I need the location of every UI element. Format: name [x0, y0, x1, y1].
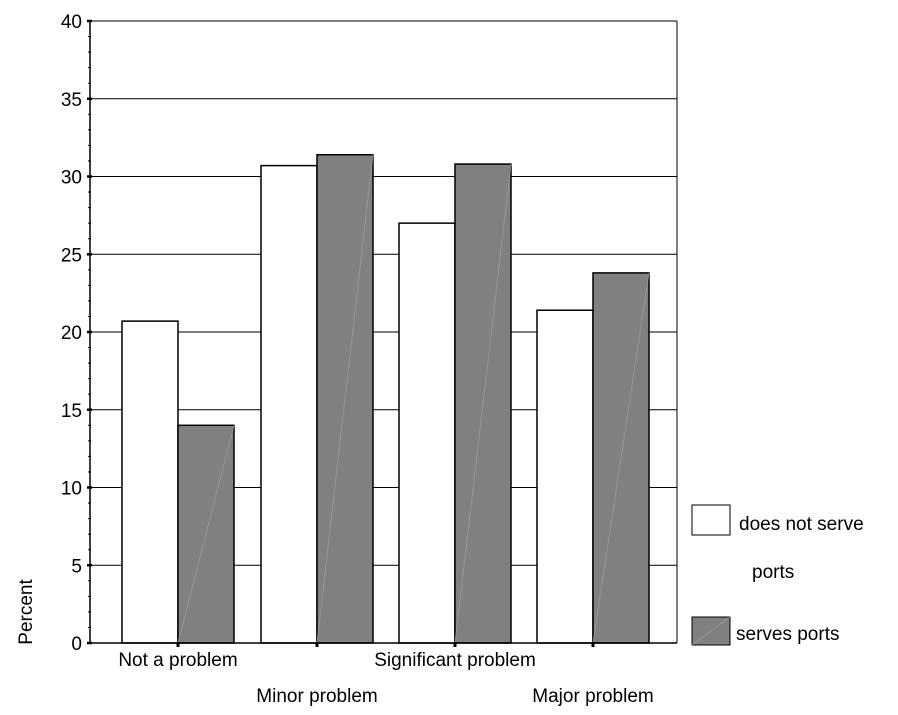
- y-tick-label: 40: [61, 12, 82, 33]
- legend-swatch-does-not-serve-ports: [691, 504, 731, 536]
- y-tick-label: 5: [71, 556, 82, 577]
- x-tick-label: Major problem: [532, 686, 653, 707]
- x-ticks: Not a problem Minor problem Significant pr…: [118, 642, 654, 707]
- bar-hatch-line: [454, 164, 512, 644]
- bar-hatch-line: [592, 272, 650, 644]
- bar-does-not-serve-ports: [260, 164, 318, 644]
- y-tick-label: 35: [61, 90, 82, 111]
- bars: [121, 153, 650, 644]
- y-ticks: 0 5 10 15 20 25 30 35 40: [61, 12, 92, 655]
- y-tick-label: 20: [61, 323, 82, 344]
- legend-label-serves-ports: serves ports: [736, 624, 839, 645]
- x-tick-label: Minor problem: [256, 686, 377, 707]
- bar-does-not-serve-ports: [398, 222, 456, 644]
- bar-does-not-serve-ports: [536, 309, 594, 644]
- bar-does-not-serve-ports: [121, 320, 179, 644]
- legend: does not serve ports serves ports: [691, 504, 864, 646]
- x-tick-label: Significant problem: [374, 650, 536, 671]
- y-tick-label: 15: [61, 401, 82, 422]
- y-tick-label: 0: [71, 634, 82, 655]
- legend-hatch-line: [691, 616, 731, 646]
- y-tick-label: 10: [61, 479, 82, 500]
- bar-hatch-line: [177, 425, 235, 644]
- legend-label-does-not-serve-ports-line2: ports: [752, 562, 794, 583]
- x-tick-label: Not a problem: [118, 650, 237, 671]
- bar-hatch-line: [316, 154, 374, 644]
- y-tick-label: 30: [61, 168, 82, 189]
- y-tick-label: 25: [61, 245, 82, 266]
- legend-label-does-not-serve-ports: does not serve: [739, 514, 864, 535]
- y-axis-title: Percent: [16, 579, 37, 645]
